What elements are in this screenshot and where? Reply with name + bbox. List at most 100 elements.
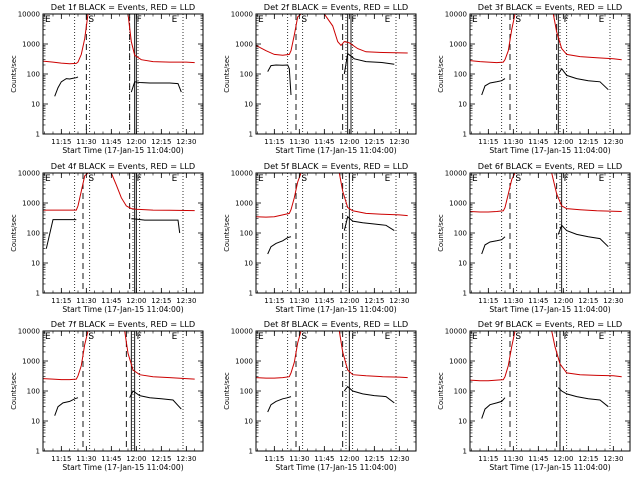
det-2-events-line-2 bbox=[343, 52, 395, 75]
det-5-y-tick-label-2: 10 bbox=[244, 260, 253, 268]
det-4-title: Det 4f BLACK = Events, RED = LLD bbox=[51, 161, 195, 171]
det-1-axes-frame bbox=[42, 13, 204, 135]
det-2-y-tick-label-2: 10 bbox=[244, 101, 253, 109]
det-8-events-line-2 bbox=[343, 385, 395, 404]
det-5-events-line-1 bbox=[267, 236, 292, 255]
det-7-x-tick-label-1: 11:15 bbox=[51, 455, 71, 463]
det-6-x-tick-label-1: 11:15 bbox=[478, 297, 498, 305]
det-4-axes-frame bbox=[42, 172, 204, 294]
det-4-x-tick-label-4: 12:00 bbox=[126, 297, 146, 305]
det-9-title: Det 9f BLACK = Events, RED = LLD bbox=[478, 319, 622, 329]
det-9-x-tick-label-4: 12:00 bbox=[553, 455, 573, 463]
det-8-marker-4: E bbox=[385, 332, 391, 342]
det-6-marker-3: F bbox=[564, 174, 569, 184]
det-5-y-tick-label-1: 1 bbox=[249, 290, 253, 298]
det-7-y-tick-label-5: 10000 bbox=[18, 328, 40, 336]
det-2-x-tick-label-6: 12:30 bbox=[389, 138, 409, 146]
det-3-x-axis-label: Start Time (17-Jan-15 11:04:00) bbox=[489, 146, 610, 155]
det-8-panel: E S F E 1 10 100 1000 10000 11:15 11:30 11:45 12:00 1… bbox=[223, 319, 417, 472]
det-2-y-tick-label-3: 100 bbox=[240, 71, 253, 79]
det-4-y-tick-label-1: 1 bbox=[36, 290, 40, 298]
det-1-y-tick-label-4: 1000 bbox=[22, 41, 40, 49]
det-9-marker-1: E bbox=[472, 332, 478, 342]
det-6-x-tick-label-5: 12:15 bbox=[578, 297, 598, 305]
det-3-marker-2: S bbox=[515, 15, 521, 25]
det-6-y-tick-label-4: 1000 bbox=[449, 200, 467, 208]
det-2-events-line-1 bbox=[267, 64, 292, 96]
det-4-y-axis-label: Counts/sec bbox=[10, 214, 18, 252]
det-1-panel: E S F E 1 10 100 1000 10000 11:15 11:30 11:45 12:00 1… bbox=[10, 2, 204, 155]
det-1-marker-4: E bbox=[172, 15, 178, 25]
det-1-events-line-1 bbox=[54, 76, 79, 97]
det-3-events-line-2 bbox=[557, 67, 609, 91]
det-5-x-tick-label-2: 11:30 bbox=[289, 297, 309, 305]
det-2-x-axis-label: Start Time (17-Jan-15 11:04:00) bbox=[275, 146, 396, 155]
det-7-lld-line-1 bbox=[43, 331, 89, 381]
det-4-plot-area bbox=[43, 173, 195, 293]
det-3-axes-frame bbox=[469, 13, 631, 135]
det-5-lld-line-2 bbox=[338, 173, 408, 217]
det-2-lld-line-1 bbox=[256, 14, 302, 56]
det-2-x-tick-label-1: 11:15 bbox=[264, 138, 284, 146]
det-3-events-line-1 bbox=[481, 78, 506, 96]
det-7-y-axis-label: Counts/sec bbox=[10, 372, 18, 410]
det-9-lld-line-1 bbox=[470, 331, 516, 382]
det-4-lld-line-1 bbox=[43, 173, 89, 211]
det-8-y-tick-label-4: 1000 bbox=[235, 358, 253, 366]
det-7-marker-2: S bbox=[88, 332, 94, 342]
det-9-panel: E S F E 1 10 100 1000 10000 11:15 11:30 11:45 12:00 1… bbox=[437, 319, 631, 472]
det-5-marker-2: S bbox=[301, 174, 307, 184]
det-1-y-tick-label-3: 100 bbox=[27, 71, 40, 79]
det-7-x-tick-label-4: 12:00 bbox=[126, 455, 146, 463]
det-3-x-tick-label-1: 11:15 bbox=[478, 138, 498, 146]
det-6-events-line-1 bbox=[481, 236, 506, 255]
det-7-x-tick-label-2: 11:30 bbox=[76, 455, 96, 463]
det-6-y-tick-label-3: 100 bbox=[454, 230, 467, 238]
det-2-title: Det 2f BLACK = Events, RED = LLD bbox=[264, 2, 408, 12]
det-2-y-axis-label: Counts/sec bbox=[223, 55, 231, 93]
det-9-y-tick-label-2: 10 bbox=[458, 418, 467, 426]
det-8-marker-1: E bbox=[258, 332, 264, 342]
det-2-marker-4: E bbox=[385, 15, 391, 25]
det-9-x-tick-label-3: 11:45 bbox=[528, 455, 548, 463]
det-3-x-tick-label-4: 12:00 bbox=[553, 138, 573, 146]
det-6-x-tick-label-6: 12:30 bbox=[603, 297, 623, 305]
det-6-y-tick-label-1: 1 bbox=[463, 290, 467, 298]
det-5-lld-line-1 bbox=[256, 173, 302, 218]
det-4-y-tick-label-4: 1000 bbox=[22, 200, 40, 208]
det-1-x-tick-label-2: 11:30 bbox=[76, 138, 96, 146]
det-4-events-line-1 bbox=[45, 219, 77, 249]
det-5-y-tick-label-5: 10000 bbox=[231, 170, 253, 178]
det-9-y-axis-label: Counts/sec bbox=[437, 372, 445, 410]
det-2-y-tick-label-1: 1 bbox=[249, 131, 253, 139]
det-8-y-axis-label: Counts/sec bbox=[223, 372, 231, 410]
det-9-events-line-2 bbox=[557, 387, 609, 408]
det-4-panel: E S F E 1 10 100 1000 10000 11:15 11:30 11:45 12:00 1… bbox=[10, 161, 204, 314]
det-2-panel: E S F E 1 10 100 1000 10000 11:15 11:30 11:45 12:00 1… bbox=[223, 2, 417, 155]
det-6-x-tick-label-3: 11:45 bbox=[528, 297, 548, 305]
det-1-marker-2: S bbox=[88, 15, 94, 25]
det-8-y-tick-label-1: 1 bbox=[249, 448, 253, 456]
det-8-title: Det 8f BLACK = Events, RED = LLD bbox=[264, 319, 408, 329]
det-9-x-axis-label: Start Time (17-Jan-15 11:04:00) bbox=[489, 463, 610, 472]
det-5-x-tick-label-4: 12:00 bbox=[339, 297, 359, 305]
det-7-x-axis-label: Start Time (17-Jan-15 11:04:00) bbox=[62, 463, 183, 472]
det-4-x-tick-label-2: 11:30 bbox=[76, 297, 96, 305]
det-3-panel: E S F E 1 10 100 1000 10000 11:15 11:30 11:45 12:00 1… bbox=[437, 2, 631, 155]
det-1-y-axis-label: Counts/sec bbox=[10, 55, 18, 93]
det-7-events-line-1 bbox=[54, 397, 79, 416]
det-1-y-tick-label-1: 1 bbox=[36, 131, 40, 139]
det-1-plot-area bbox=[43, 14, 195, 134]
det-4-x-tick-label-3: 11:45 bbox=[101, 297, 121, 305]
det-1-x-tick-label-5: 12:15 bbox=[151, 138, 171, 146]
det-4-x-tick-label-6: 12:30 bbox=[176, 297, 196, 305]
det-4-marker-1: E bbox=[45, 174, 51, 184]
det-4-x-tick-label-5: 12:15 bbox=[151, 297, 171, 305]
det-2-x-tick-label-4: 12:00 bbox=[339, 138, 359, 146]
det-3-title: Det 3f BLACK = Events, RED = LLD bbox=[478, 2, 622, 12]
det-5-x-tick-label-6: 12:30 bbox=[389, 297, 409, 305]
det-8-x-tick-label-5: 12:15 bbox=[364, 455, 384, 463]
det-5-events-line-2 bbox=[343, 215, 395, 232]
det-5-x-tick-label-3: 11:45 bbox=[314, 297, 334, 305]
